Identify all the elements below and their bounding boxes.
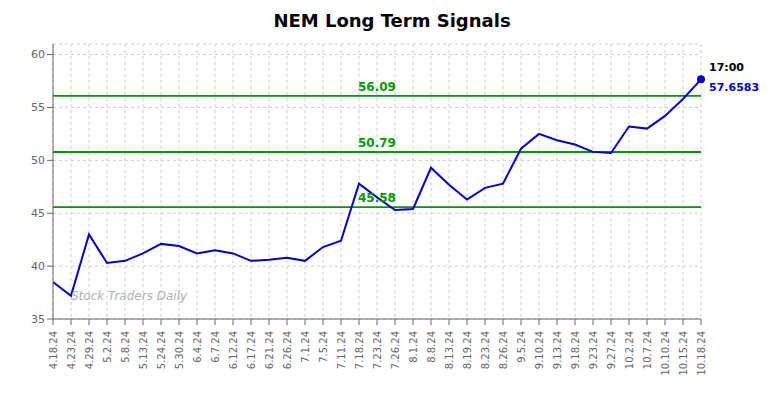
svg-text:45: 45	[31, 207, 45, 220]
svg-text:57.6583: 57.6583	[709, 81, 759, 94]
svg-text:9.10.24: 9.10.24	[534, 331, 545, 369]
svg-text:9.5.24: 9.5.24	[516, 331, 527, 363]
svg-text:6.12.24: 6.12.24	[228, 331, 239, 369]
svg-text:10.2.24: 10.2.24	[624, 331, 635, 369]
svg-text:55: 55	[31, 101, 45, 114]
svg-text:10.7.24: 10.7.24	[642, 331, 653, 369]
svg-text:6.4.24: 6.4.24	[192, 331, 203, 363]
svg-text:45.58: 45.58	[358, 191, 396, 205]
svg-text:5.30.24: 5.30.24	[174, 331, 185, 369]
svg-text:7.23.24: 7.23.24	[372, 331, 383, 369]
svg-text:60: 60	[31, 48, 45, 61]
svg-text:10.10.24: 10.10.24	[660, 331, 671, 376]
svg-text:8.19.24: 8.19.24	[462, 331, 473, 369]
svg-text:35: 35	[31, 313, 45, 326]
html-text:NEM Long Term Signals: NEM Long Term Signals	[273, 10, 511, 31]
svg-text:4.29.24: 4.29.24	[84, 331, 95, 369]
svg-text:5.13.24: 5.13.24	[138, 331, 149, 369]
svg-text:8.23.24: 8.23.24	[480, 331, 491, 369]
svg-text:8.1.24: 8.1.24	[408, 331, 419, 363]
svg-text:8.26.24: 8.26.24	[498, 331, 509, 369]
svg-text:17:00: 17:00	[709, 61, 744, 74]
html-text:Stock Traders Daily: Stock Traders Daily	[71, 289, 188, 303]
svg-text:40: 40	[31, 260, 45, 273]
svg-text:7.18.24: 7.18.24	[354, 331, 365, 369]
svg-text:4.23.24: 4.23.24	[66, 331, 77, 369]
svg-text:9.13.24: 9.13.24	[552, 331, 563, 369]
svg-text:7.11.24: 7.11.24	[336, 331, 347, 369]
svg-text:5.24.24: 5.24.24	[156, 331, 167, 369]
svg-text:5.8.24: 5.8.24	[120, 331, 131, 363]
svg-text:10.15.24: 10.15.24	[678, 331, 689, 376]
svg-text:6.17.24: 6.17.24	[246, 331, 257, 369]
svg-text:7.5.24: 7.5.24	[318, 331, 329, 363]
svg-text:9.18.24: 9.18.24	[570, 331, 581, 369]
svg-text:7.26.24: 7.26.24	[390, 331, 401, 369]
svg-text:8.13.24: 8.13.24	[444, 331, 455, 369]
svg-text:7.1.24: 7.1.24	[300, 331, 311, 363]
svg-text:9.27.24: 9.27.24	[606, 331, 617, 369]
svg-text:8.8.24: 8.8.24	[426, 331, 437, 363]
svg-text:56.09: 56.09	[358, 80, 396, 94]
svg-text:50: 50	[31, 154, 45, 167]
svg-text:5.2.24: 5.2.24	[102, 331, 113, 363]
svg-text:6.7.24: 6.7.24	[210, 331, 221, 363]
svg-text:50.79: 50.79	[358, 136, 396, 150]
svg-text:10.18.24: 10.18.24	[696, 331, 707, 376]
svg-text:9.23.24: 9.23.24	[588, 331, 599, 369]
svg-text:6.21.24: 6.21.24	[264, 331, 275, 369]
svg-text:6.26.24: 6.26.24	[282, 331, 293, 369]
svg-text:4.18.24: 4.18.24	[48, 331, 59, 369]
